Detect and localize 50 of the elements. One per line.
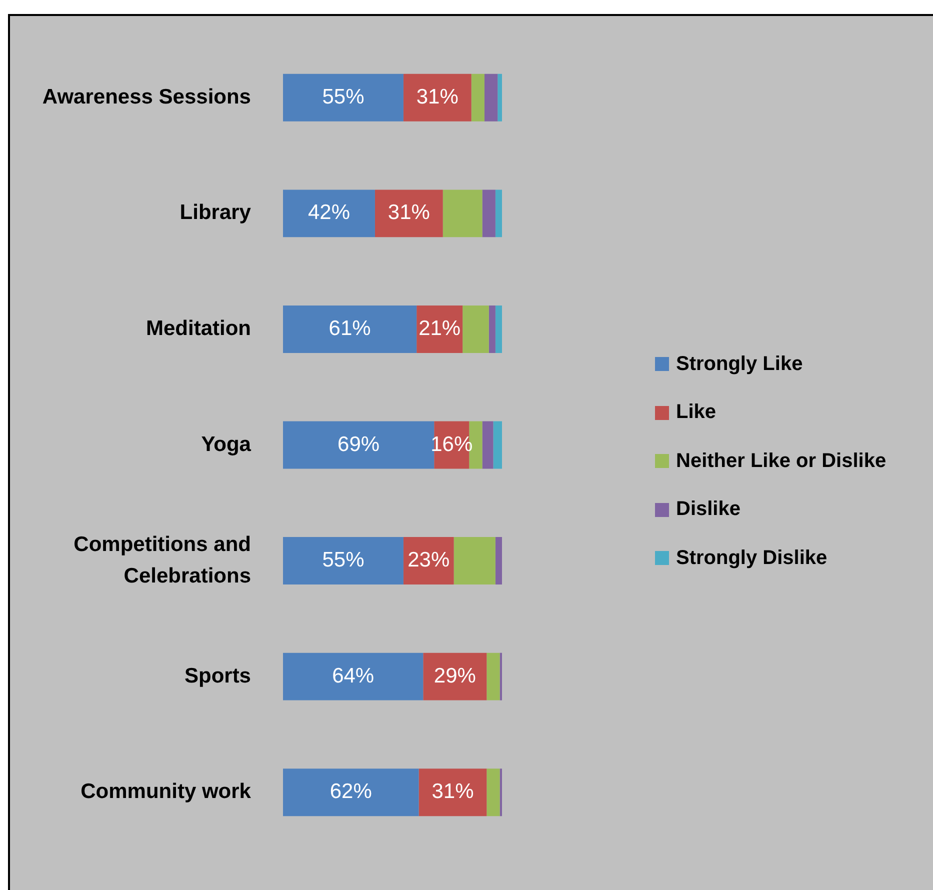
- data-label: 55%: [322, 85, 364, 108]
- legend-label: Dislike: [676, 498, 740, 522]
- bar: [482, 421, 494, 469]
- data-label: 42%: [308, 201, 350, 224]
- bar: [374, 190, 443, 238]
- bar: [423, 652, 487, 700]
- y-tick-label: Sports: [184, 664, 251, 688]
- y-tick-label: Meditation: [146, 317, 251, 340]
- bar: [283, 537, 404, 585]
- y-tick-label: Yoga: [201, 432, 252, 456]
- data-label: 61%: [328, 317, 371, 340]
- bar: [283, 190, 375, 238]
- legend-label: Strongly Like: [676, 352, 803, 376]
- bar: [495, 190, 502, 238]
- legend-label: Neither Like or Dislike: [676, 450, 886, 473]
- data-label: 31%: [416, 85, 458, 108]
- bar: [454, 537, 496, 585]
- data-label: 31%: [388, 201, 430, 224]
- data-label: 23%: [408, 548, 450, 572]
- bar: [283, 768, 419, 816]
- bar: [471, 74, 484, 122]
- bar: [486, 652, 500, 700]
- y-tick-label: Competitions and Celebrations: [74, 532, 251, 588]
- bar: [486, 768, 500, 816]
- bar: [462, 305, 489, 353]
- legend-label: Strongly Dislike: [676, 546, 828, 570]
- y-tick-label: Community work: [80, 780, 252, 804]
- bar: [283, 652, 424, 700]
- data-label: 62%: [330, 780, 372, 804]
- legend-label: Like: [676, 401, 716, 424]
- bar: [488, 305, 496, 353]
- data-label: 21%: [418, 317, 461, 340]
- data-label: 64%: [332, 664, 374, 688]
- data-label: 29%: [434, 664, 476, 688]
- bar: [495, 537, 502, 585]
- bar: [418, 768, 487, 816]
- y-tick-label: Library: [180, 201, 252, 224]
- bar: [283, 74, 404, 122]
- bar: [403, 74, 472, 122]
- bar: [482, 190, 496, 238]
- data-label: 69%: [338, 432, 380, 456]
- bar: [493, 421, 502, 469]
- data-label: 31%: [432, 780, 474, 804]
- data-label: 55%: [322, 548, 364, 572]
- bar: [498, 74, 502, 122]
- bar: [484, 74, 498, 122]
- bar: [283, 305, 417, 353]
- bar: [495, 305, 502, 353]
- y-tick-label: Awareness Sessions: [42, 85, 251, 108]
- bar: [442, 190, 482, 238]
